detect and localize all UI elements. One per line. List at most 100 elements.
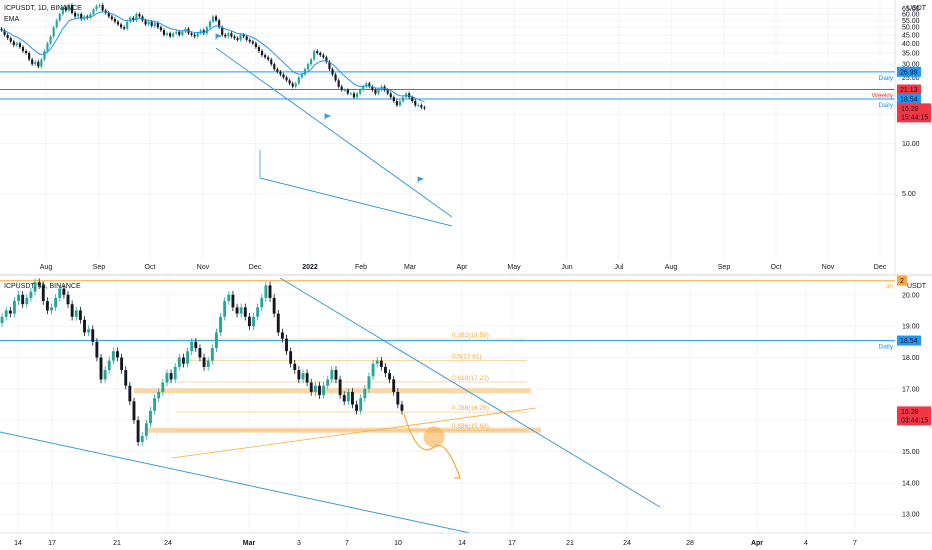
daily-plot-area[interactable] [0,0,895,260]
4h-candle-body [149,410,152,424]
daily-candle-body [398,101,402,106]
daily-candle-body [288,80,291,84]
daily-trend-lines[interactable] [215,47,453,227]
4h-upper-trendline[interactable] [279,277,661,508]
daily-candle-body [352,93,356,98]
daily-candle-body [349,93,352,95]
daily-candle-body [86,16,89,18]
4h-candle-body [375,360,379,364]
4h-candle-body [355,404,359,411]
4h-time-tick: 10 [394,540,402,547]
4h-candle-body [12,301,16,314]
daily-time-tick: Dec [249,264,262,271]
4h-candle-body [37,282,41,286]
daily-candle-body [12,41,15,46]
4h-candle-body [379,360,383,367]
4h-candle-body [190,341,194,352]
4h-candle-body [322,385,326,396]
daily-candle-body [251,41,254,44]
daily-price-tick: 60.00 [902,12,920,19]
daily-level-tag: Daily [879,102,894,109]
4h-pane[interactable]: 4h Daily 0.382(18.59) 0.5(17.91) 0.618(17.2… [0,276,895,534]
daily-candle-body [264,55,267,58]
daily-candle-body [153,23,156,26]
4h-rising-support-line [171,407,537,459]
daily-time-axis[interactable]: Aug Sep Oct Nov Dec 2022 Feb Mar Apr May Jun Jul Aug… [40,264,887,271]
4h-candle-body [202,357,206,367]
daily-candle-body [334,74,337,81]
daily-candle-body [202,30,205,34]
4h-candle-body [351,391,354,405]
daily-time-tick: 2022 [302,264,318,271]
daily-candle-body [218,20,221,28]
4h-level-badge [897,335,921,346]
daily-candle-body [159,27,162,31]
4h-candle-body [169,373,173,380]
arrow-head-icon [454,471,461,479]
4h-candle-body [318,385,321,396]
4h-candle-body [45,301,49,311]
4h-candle-body [177,357,181,367]
4h-candle-body [128,385,132,402]
4h-candle-body [74,310,78,317]
daily-price-tick: 45.00 [902,32,920,39]
4h-candle-body [17,294,20,302]
daily-level-badge [897,66,921,77]
4h-level-value: 2 [900,278,904,285]
daily-candle-body [411,97,414,102]
4h-time-tick: Mar [243,540,256,547]
4h-plot-area[interactable] [0,276,895,533]
4h-candle-body [50,307,53,311]
4h-candle-body [111,351,115,361]
4h-lower-trendline[interactable] [0,431,471,534]
4h-fib-levels: 0.382(18.59) 0.5(17.91) 0.618(17.22) 0.786(… [176,332,527,431]
daily-ema-line [1,11,425,103]
4h-time-tick: 7 [345,540,349,547]
daily-candle-body [80,14,83,20]
4h-candle-body [346,391,350,402]
daily-candle-body [37,61,40,67]
daily-candle-body [377,89,380,94]
4h-candle-body [120,357,124,371]
daily-pane[interactable]: Daily Weekly Daily ICPUSDT, 1D, BINANCE EM… [0,0,895,260]
daily-candle-body [371,86,374,90]
daily-candle-body [113,19,117,22]
4h-candle-body [136,420,140,443]
4h-candle-body [334,370,338,380]
daily-last-price-badge [897,103,931,123]
daily-candle-body [319,53,322,56]
daily-price-tick: 40.00 [902,41,920,48]
daily-candle-body [49,36,52,44]
daily-level-tag: Daily [879,75,894,82]
daily-time-tick: Dec [874,264,887,271]
daily-candle-body [52,27,55,37]
4h-price-tick: 19.00 [902,324,920,331]
daily-candle-body [392,97,395,102]
daily-grid [0,0,895,260]
daily-candle-body [175,31,178,34]
daily-candle-body [306,64,310,70]
daily-candle-body [414,101,417,106]
4h-time-axis[interactable]: 14 17 21 24 Mar 3 7 10 14 17 21 24 28 Apr 4 7 [14,540,857,547]
4h-time-tick: 17 [48,540,56,547]
daily-lower-trendline[interactable] [259,177,453,227]
daily-countdown: 15:44:15 [901,114,928,121]
daily-candle-body [309,59,313,65]
target-circle [423,426,445,448]
daily-candle-body [181,31,184,35]
4h-candle-body [301,373,305,380]
4h-candle-body [124,370,128,386]
4h-level-tag: Daily [879,344,894,351]
4h-candle-body [25,297,29,305]
4h-trend-lines[interactable] [0,277,661,534]
daily-currency-label: USDT [907,5,927,12]
daily-price-tick: 55.00 [902,18,920,25]
daily-time-tick: Oct [771,264,782,271]
daily-price-tick: 25.00 [902,75,920,82]
4h-price-axis[interactable]: 20.0019.0018.0017.0016.0015.0014.0013.00… [897,275,931,519]
daily-level-value: 26.99 [900,69,918,76]
daily-upper-trendline[interactable] [215,47,453,218]
daily-candle-body [9,38,12,42]
